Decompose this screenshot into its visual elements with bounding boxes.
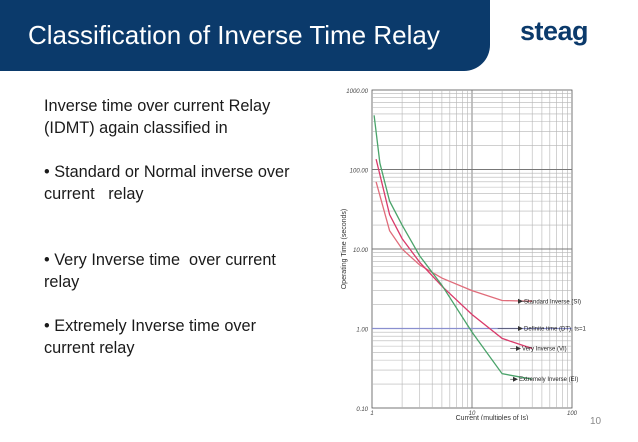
series-label-arrow <box>516 346 521 352</box>
x-tick-label: 100 <box>567 411 578 417</box>
y-tick-label: 1.00 <box>356 328 368 334</box>
series-label: Very Inverse (VI) <box>522 347 567 353</box>
series-line <box>375 158 533 350</box>
bullet-standard-inverse-cont: current relay <box>44 185 144 203</box>
y-tick-label: 10.00 <box>353 248 369 254</box>
series-label: Standard Inverse (SI) <box>524 299 581 305</box>
relay-characteristic-chart: 1000.00 100.00 10.00 1.00 0.101 10 100 Operatin… <box>341 89 587 420</box>
series-label-arrow <box>518 326 523 331</box>
steag-logo: steag <box>520 16 589 46</box>
intro-line-2: (IDMT) again classified in <box>44 119 228 137</box>
bullet-extremely-inverse: • Extremely Inverse time over <box>44 317 256 335</box>
series-label: Extremely Inverse (EI) <box>519 377 578 383</box>
y-tick-label: 0.10 <box>356 407 368 413</box>
title-bar: Classification of Inverse Time Relay <box>0 0 490 71</box>
bullet-extremely-inverse-cont: current relay <box>44 339 135 357</box>
slide-title: Classification of Inverse Time Relay <box>28 20 440 50</box>
slide-body: Inverse time over current Relay (IDMT) a… <box>44 95 329 359</box>
y-axis-label: Operating Time (seconds) <box>341 209 348 290</box>
bullet-very-inverse-cont: relay <box>44 273 80 291</box>
y-tick-label: 1000.00 <box>346 89 368 95</box>
bullet-very-inverse: • Very Inverse time over current <box>44 251 276 269</box>
series-line <box>373 115 533 380</box>
intro-line-1: Inverse time over current Relay <box>44 97 271 115</box>
bullet-standard-inverse: • Standard or Normal inverse over <box>44 163 290 181</box>
series-label-arrow <box>518 298 523 304</box>
x-tick-label: 10 <box>469 411 476 417</box>
x-tick-label: 1 <box>370 411 373 417</box>
series-label: Definite time (DT), ts=1 <box>524 327 587 333</box>
x-axis-label: Current (multiples of Is) <box>456 415 529 420</box>
y-tick-label: 100.00 <box>350 169 369 175</box>
series-label-arrow <box>513 376 518 382</box>
page-number: 10 <box>590 416 602 427</box>
